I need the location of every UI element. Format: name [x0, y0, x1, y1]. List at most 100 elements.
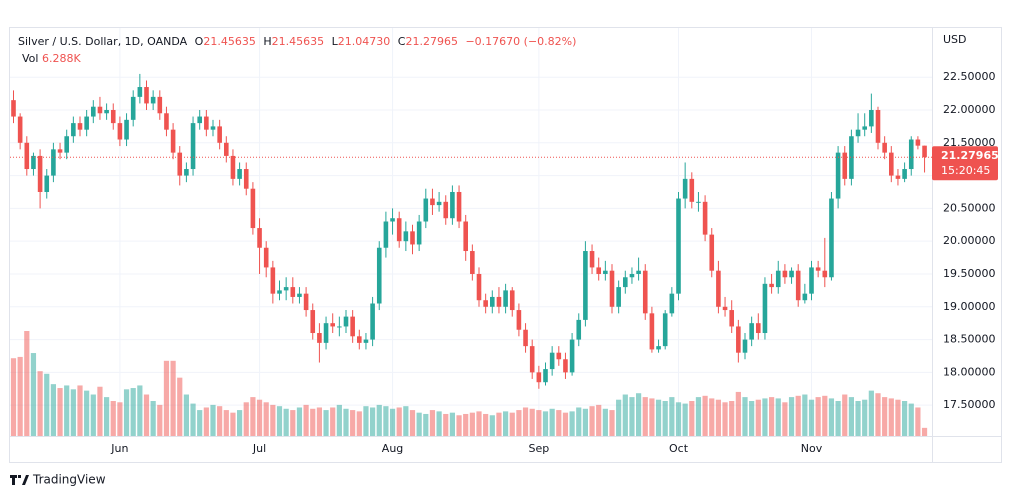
candle-body — [350, 316, 355, 337]
y-tick-label: 20.50000 — [943, 201, 996, 214]
candle-layer — [11, 73, 927, 389]
candle-body — [416, 221, 422, 245]
candle-body — [496, 296, 502, 307]
volume-bar — [669, 397, 675, 436]
candle-body — [476, 273, 482, 301]
candle-body — [283, 287, 289, 291]
candle-body — [849, 136, 854, 179]
volume-bar — [449, 412, 455, 436]
volume-bar — [137, 385, 143, 436]
volume-bar — [542, 411, 549, 436]
volume-bar — [602, 408, 608, 436]
volume-bar — [203, 407, 209, 436]
candle-body — [922, 145, 927, 158]
candle-body — [696, 201, 701, 203]
candle-body — [31, 155, 36, 170]
volume-bar — [529, 408, 535, 436]
volume-bar — [143, 394, 150, 436]
candle-body — [623, 277, 628, 288]
candle-body — [243, 169, 249, 189]
volume-bar — [808, 399, 815, 436]
volume-bar — [443, 413, 449, 436]
candle-body — [357, 336, 362, 343]
candle-body — [84, 116, 89, 130]
volume-bar — [110, 401, 116, 436]
candle-body — [536, 372, 542, 383]
volume-bar — [469, 412, 475, 436]
volume-bar — [330, 407, 336, 436]
candle-body — [71, 123, 76, 137]
high-label: H — [263, 35, 271, 48]
candle-body — [669, 293, 675, 314]
symbol: Silver / U.S. Dollar, 1D, OANDA — [18, 35, 188, 48]
volume-bar — [283, 408, 289, 436]
volume-bar — [516, 410, 522, 436]
volume-bar — [416, 412, 422, 436]
y-tick-label: 22.00000 — [943, 103, 996, 116]
volume-bar — [117, 402, 123, 436]
volume-bar — [90, 394, 96, 436]
candle-body — [430, 198, 435, 206]
open-value: 21.45635 — [203, 35, 256, 48]
volume-bar — [908, 403, 914, 436]
candle-body — [889, 152, 894, 176]
candle-body — [337, 326, 342, 328]
x-tick-label: Aug — [382, 442, 403, 455]
legend-ohlc: Silver / U.S. Dollar, 1D, OANDA O21.4563… — [18, 35, 576, 48]
volume-bar — [582, 408, 588, 436]
y-tick-label: 18.50000 — [943, 333, 996, 346]
logo — [10, 475, 29, 485]
volume-bar — [682, 403, 688, 436]
volume-bar — [496, 412, 502, 436]
x-tick-label: Sep — [528, 442, 549, 455]
candle-body — [642, 270, 648, 314]
candle-body — [230, 155, 236, 179]
candle-body — [297, 293, 302, 297]
close-value: 21.27965 — [405, 35, 458, 48]
volume-bar — [649, 398, 655, 436]
volume-bar — [77, 385, 83, 436]
volume-bar — [549, 408, 555, 436]
candle-body — [569, 339, 575, 373]
volume-bar — [489, 415, 495, 436]
volume-bar — [150, 401, 156, 436]
candle-body — [802, 293, 808, 301]
candle-body — [164, 113, 169, 130]
volume-bar — [622, 394, 628, 436]
candle-body — [124, 119, 129, 140]
candle-body — [330, 323, 335, 327]
volume-bar — [569, 411, 575, 436]
candle-body — [370, 303, 375, 340]
candle-body — [589, 251, 595, 268]
volume-bar — [10, 358, 17, 436]
volume-bar — [57, 388, 63, 436]
volume-bar — [170, 360, 176, 436]
y-tick-label: 21.50000 — [943, 136, 996, 149]
candle-body — [137, 87, 143, 97]
candle-body — [716, 270, 721, 307]
volume-bar — [190, 403, 196, 436]
y-tick-label: 19.50000 — [943, 267, 996, 280]
volume-bar — [396, 407, 402, 436]
candle-body — [11, 100, 16, 117]
candle-body — [317, 333, 322, 343]
candle-body — [809, 267, 814, 294]
candle-body — [902, 169, 907, 179]
candle-body — [875, 109, 881, 143]
volume-bar — [915, 407, 921, 436]
candle-body — [782, 270, 788, 278]
candle-body — [682, 178, 688, 199]
volume-bar — [44, 373, 50, 436]
volume-bar — [263, 402, 269, 436]
volume-bar — [842, 394, 848, 436]
volume-bar — [596, 404, 602, 436]
candle-body — [662, 313, 668, 347]
volume-bar — [24, 331, 30, 436]
volume-bar — [702, 395, 708, 436]
volume-bar — [270, 404, 276, 436]
volume-bar — [409, 410, 416, 436]
candle-body — [310, 310, 316, 334]
volume-bar — [616, 399, 622, 436]
volume-bar — [64, 385, 70, 436]
